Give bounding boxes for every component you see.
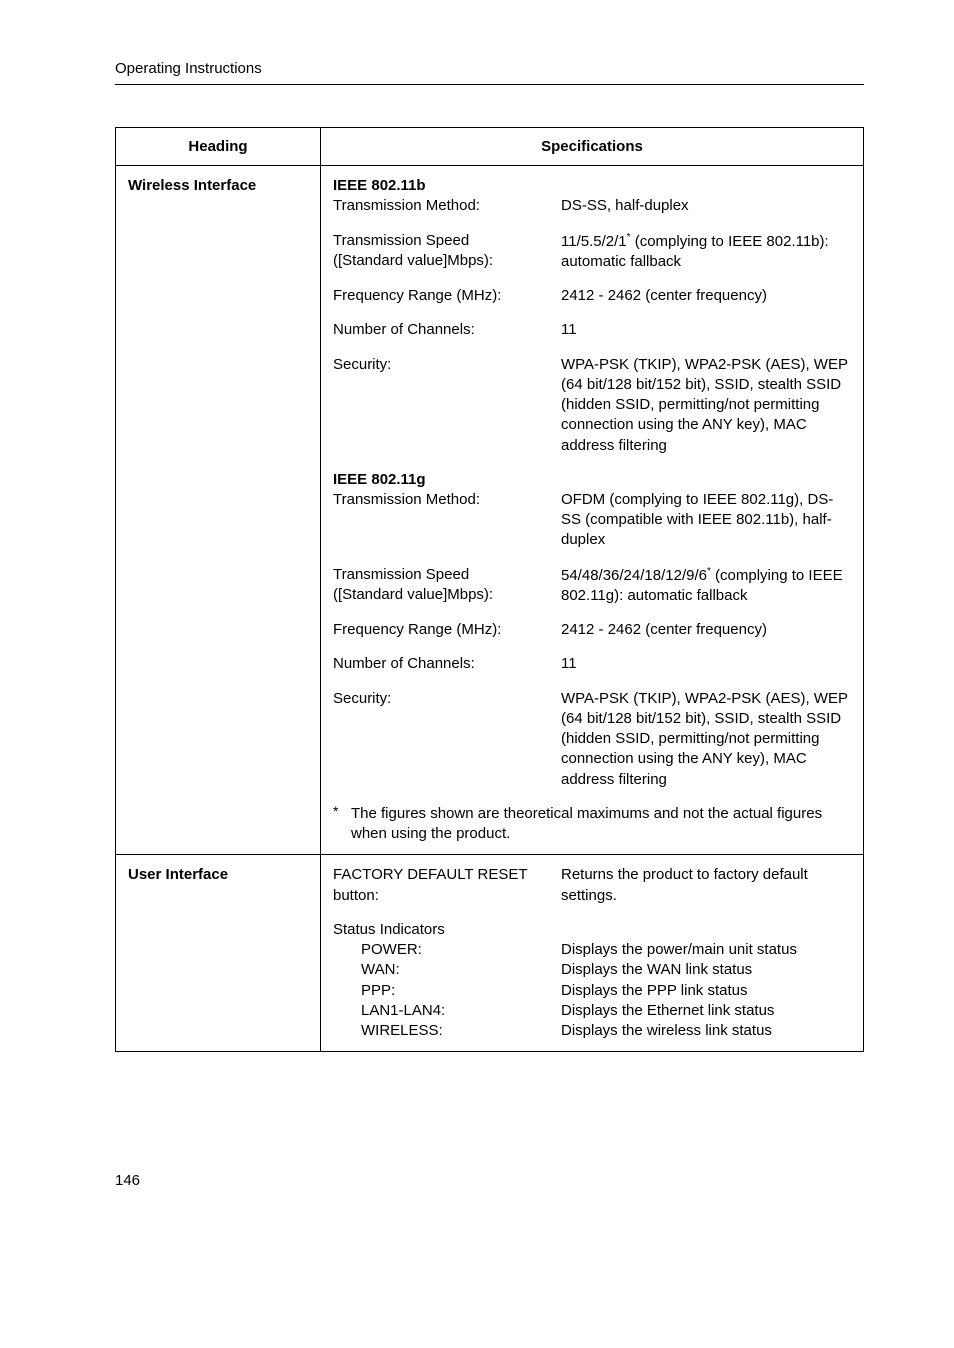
wireless-led-label: WIRELESS: [333,1021,545,1041]
power-label: POWER: [333,940,545,960]
b-freq-value: 2412 - 2462 (center frequency) [561,286,851,306]
b-tx-speed-label-2: ([Standard value]Mbps): [333,251,545,271]
ppp-value: Displays the PPP link status [561,981,851,1001]
factory-reset-value: Returns the product to factory default s… [561,865,851,906]
b-tx-speed-value-pre: 11/5.5/2/1 [561,233,627,250]
g-freq-label: Frequency Range (MHz): [333,620,561,640]
col-header-heading: Heading [116,128,321,166]
g-tx-speed-label-2: ([Standard value]Mbps): [333,585,545,605]
b-tx-method-label: Transmission Method: [333,196,545,216]
footnote-star-icon: * [333,804,351,845]
g-tx-method-value: OFDM (complying to IEEE 802.11g), DS-SS … [561,490,851,551]
g-tx-speed-label-1: Transmission Speed [333,565,545,585]
g-channels-label: Number of Channels: [333,654,561,674]
table-row: Wireless Interface IEEE 802.11b Transmis… [116,166,864,855]
b-tx-method-value: DS-SS, half-duplex [561,196,689,216]
wireless-led-value: Displays the wireless link status [561,1021,851,1041]
footnote-text: The figures shown are theoretical maximu… [351,804,851,845]
b-security-label: Security: [333,355,561,456]
b-channels-label: Number of Channels: [333,320,561,340]
user-interface-label: User Interface [116,855,321,1052]
specifications-table: Heading Specifications Wireless Interfac… [115,127,864,1052]
table-row: User Interface FACTORY DEFAULT RESET but… [116,855,864,1052]
wan-value: Displays the WAN link status [561,960,851,980]
col-header-spec: Specifications [321,128,864,166]
g-tx-speed-value-pre: 54/48/36/24/18/12/9/6 [561,567,707,584]
lan-value: Displays the Ethernet link status [561,1001,851,1021]
g-security-label: Security: [333,689,561,790]
g-security-value: WPA-PSK (TKIP), WPA2-PSK (AES), WEP (64 … [561,689,851,790]
ieee-80211b-heading: IEEE 802.11b [333,176,545,196]
page-number: 146 [115,1172,864,1189]
lan-label: LAN1-LAN4: [333,1001,545,1021]
factory-reset-label-1: FACTORY DEFAULT RESET [333,865,545,885]
b-security-value: WPA-PSK (TKIP), WPA2-PSK (AES), WEP (64 … [561,355,851,456]
g-channels-value: 11 [561,654,851,674]
g-freq-value: 2412 - 2462 (center frequency) [561,620,851,640]
power-value: Displays the power/main unit status [561,940,851,960]
b-channels-value: 11 [561,320,851,340]
b-freq-label: Frequency Range (MHz): [333,286,561,306]
wireless-interface-spec: IEEE 802.11b Transmission Method: DS-SS,… [321,166,864,855]
page-header: Operating Instructions [115,60,262,77]
b-tx-speed-label-1: Transmission Speed [333,231,545,251]
ppp-label: PPP: [333,981,545,1001]
status-indicators-heading: Status Indicators [333,920,545,940]
wireless-interface-label: Wireless Interface [116,166,321,855]
factory-reset-label-2: button: [333,886,545,906]
wan-label: WAN: [333,960,545,980]
g-tx-method-label: Transmission Method: [333,490,545,510]
user-interface-spec: FACTORY DEFAULT RESET button: Returns th… [321,855,864,1052]
ieee-80211g-heading: IEEE 802.11g [333,470,545,490]
